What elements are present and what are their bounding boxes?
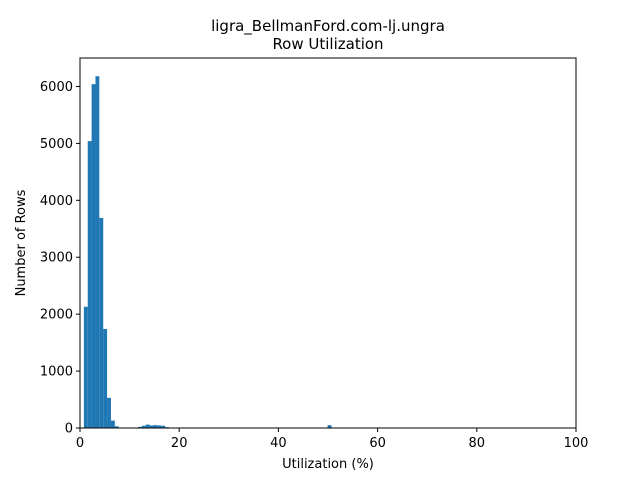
x-tick-label: 100 bbox=[564, 436, 589, 451]
y-axis-label: Number of Rows bbox=[14, 189, 29, 296]
histogram-bar-3 bbox=[95, 76, 100, 428]
histogram-bar-10 bbox=[141, 425, 146, 428]
y-tick-label: 4000 bbox=[40, 194, 73, 209]
histogram-bar-0 bbox=[83, 306, 88, 428]
bars-layer bbox=[83, 76, 332, 428]
x-tick-label: 80 bbox=[469, 436, 486, 451]
histogram-bar-5 bbox=[103, 328, 108, 428]
histogram-bar-11 bbox=[145, 424, 150, 428]
histogram-bar-9 bbox=[138, 426, 142, 428]
histogram-bar-14 bbox=[157, 425, 162, 428]
chart-title: ligra_BellmanFord.com-lj.ungra bbox=[211, 17, 445, 36]
histogram-bar-1 bbox=[87, 141, 92, 428]
y-tick-label: 6000 bbox=[40, 80, 73, 95]
histogram-bar-2 bbox=[91, 84, 96, 428]
chart-subtitle: Row Utilization bbox=[272, 35, 383, 53]
histogram-bar-12 bbox=[149, 425, 154, 428]
x-tick-label: 0 bbox=[76, 436, 84, 451]
plot-frame bbox=[79, 57, 577, 429]
x-axis: 0 20 40 60 80 100 bbox=[76, 428, 589, 451]
y-tick-label: 3000 bbox=[40, 251, 73, 266]
x-tick-label: 20 bbox=[171, 436, 188, 451]
x-tick-label: 60 bbox=[369, 436, 386, 451]
x-axis-label: Utilization (%) bbox=[282, 457, 374, 472]
histogram-bar-4 bbox=[99, 217, 104, 428]
histogram-bar-15 bbox=[161, 425, 166, 428]
y-tick-label: 0 bbox=[65, 422, 73, 437]
histogram-bar-8 bbox=[114, 426, 119, 428]
histogram-bar-7 bbox=[110, 420, 115, 428]
histogram-bar-6 bbox=[107, 397, 111, 428]
y-axis: 0 1000 2000 3000 4000 5000 6000 bbox=[40, 80, 80, 437]
y-tick-label: 1000 bbox=[40, 365, 73, 380]
y-tick-label: 2000 bbox=[40, 308, 73, 323]
histogram-bar-17 bbox=[327, 425, 332, 428]
histogram-bar-13 bbox=[153, 425, 158, 428]
x-tick-label: 40 bbox=[270, 436, 287, 451]
y-tick-label: 5000 bbox=[40, 137, 73, 152]
